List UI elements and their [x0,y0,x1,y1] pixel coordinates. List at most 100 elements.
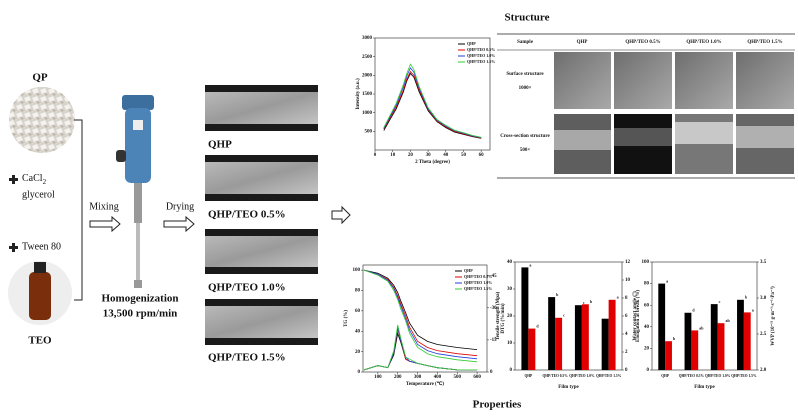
series-line [383,70,482,139]
y2-tick-label: 8 [625,296,628,301]
y-tick-label: 1000 [362,111,373,116]
bar [710,304,718,370]
plot-frame [651,261,758,371]
y-tick-label: 500 [365,129,373,134]
speed-label: 13,500 rpm/min [103,308,178,320]
x-tick-label: 0 [374,153,377,158]
glycerol-label: glycerol [22,189,55,200]
y-axis-label: Tensile strength (Mpa) [496,292,501,341]
cacl2-label: CaCl2 [22,173,47,185]
y-tick-label: 80 [355,289,361,294]
legend-label: QHP/TEO 1.5% [464,286,492,291]
y2-tick-label: 3.5 [760,260,767,265]
bar [691,330,699,370]
teo-label: TEO [28,335,52,347]
bar [528,328,536,370]
table-header: QHP/TEO 0.5% [625,40,660,45]
x-tick-label: QHP/TEO 1.5% [596,374,622,378]
bar [665,341,672,370]
y2-axis-label: WVP (10⁻¹¹ g·m⁻¹·s⁻¹·Pa⁻¹) [770,286,776,346]
table-header: Sample [517,40,534,45]
y-tick-label: 3000 [362,36,373,41]
series-line [363,269,478,350]
significance-letter: b [590,299,593,304]
y2-axis-label: DTG (%/min) [501,303,506,333]
y-tick-label: 20 [355,350,361,355]
bar [743,312,751,370]
y2-tick-label: 0 [625,368,628,373]
y-axis-label: TG (%) [344,310,349,327]
bar [717,323,725,370]
arrow [163,215,195,233]
significance-letter: a [617,295,619,300]
row-label: Cross-section structure [500,134,550,139]
significance-letter: c [583,300,585,305]
row-label: Surface structure [506,72,544,77]
y-tick-label: 2000 [362,73,373,78]
y-tick-label: 80 [644,282,650,287]
significance-letter: c [563,313,565,318]
arrow [89,215,121,233]
bar [574,305,582,370]
y-tick-label: 100 [353,268,361,273]
series-line [363,269,478,357]
cacl-sub: 2 [43,178,47,186]
x-tick-label: QHP/TEO 1.5% [731,374,757,378]
x-tick-label: 100 [374,375,382,380]
arrow [331,205,351,225]
tween-label: Tween 80 [22,241,61,252]
row-label: 1000× [519,86,532,91]
x-tick-label: 600 [473,375,481,380]
y-axis-label: Water contact angle (°) [633,291,638,341]
bracket [74,119,83,301]
x-tick-label: 500 [453,375,461,380]
bar [601,318,609,370]
bar [684,312,692,370]
homogenizer-photo [116,95,154,288]
film-photos [205,85,318,345]
x-axis-label: Temperature (℃) [406,380,444,387]
y-tick-label: 40 [355,329,361,334]
y-tick-label: 30 [507,287,513,292]
x-tick-label: 40 [443,153,449,158]
y-tick-label: 2500 [362,55,373,60]
y2-tick-label: 0 [490,370,493,375]
teo-bottle [29,272,51,320]
homogenization-label: Homogenization [102,293,179,305]
x-axis-label: Film type [694,385,715,390]
y-tick-label: 40 [644,325,650,330]
x-tick-label: QHP [524,374,533,378]
y-axis-label: Intensity (a.u.) [356,78,361,110]
x-axis-label: Film type [558,385,579,390]
significance-letter: ab [699,325,704,330]
plus-icon [9,175,18,184]
legend-label: QHP/TEO 1.0% [464,280,492,285]
x-tick-label: QHP/TEO 1.0% [569,374,595,378]
x-tick-label: QHP/TEO 0.5% [679,374,705,378]
significance-letter: d [536,324,539,329]
bar [521,267,529,370]
series-line [363,324,478,371]
y-tick-label: 20 [507,314,513,319]
y-tick-label: 100 [642,260,650,265]
x-tick-label: 200 [394,375,402,380]
y2-tick-label: 2 [625,350,628,355]
table-header: QHP [577,40,588,45]
significance-letter: ab [725,318,730,323]
series-line [363,269,478,363]
x-tick-label: 50 [461,153,467,158]
film-label: QHP/TEO 0.5% [208,209,286,221]
x-tick-label: 20 [408,153,414,158]
y-tick-label: 0 [358,370,361,375]
significance-letter: d [692,308,695,313]
y2-tick-label: -15 [490,338,497,343]
qp-photo [9,87,75,153]
film-label: QHP/TEO 1.0% [208,282,286,294]
series-line [363,327,478,371]
x-tick-label: 10 [390,153,396,158]
legend-label: QHP/TEO 0.5% [464,274,492,279]
teo-cap [34,262,46,273]
legend-label: QHP/TEO 1.0% [467,53,495,58]
x-tick-label: QHP [661,374,670,378]
